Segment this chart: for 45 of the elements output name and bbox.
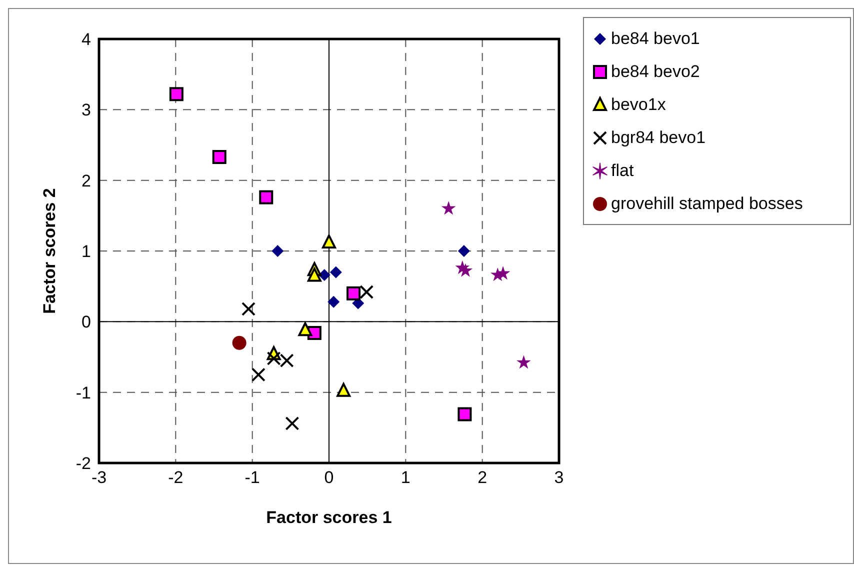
point (212, 150, 226, 164)
point (318, 269, 330, 282)
x-tick-label: -2 (168, 468, 184, 488)
point (322, 234, 336, 249)
point (458, 245, 470, 257)
x-axis-title: Factor scores 1 (266, 508, 392, 527)
y-tick-label: 4 (82, 30, 91, 50)
point (346, 286, 361, 300)
x-tick-label: 1 (400, 468, 410, 488)
y-tick-label: 2 (82, 171, 91, 190)
point (232, 336, 246, 350)
point (330, 266, 342, 278)
y-tick-label: 1 (82, 242, 91, 262)
point (516, 355, 531, 369)
point (307, 268, 322, 282)
point (251, 368, 266, 382)
point (458, 263, 473, 277)
y-axis-title: Factor scores 2 (40, 188, 60, 314)
y-tick-label: -2 (76, 454, 91, 474)
legend-label: bgr84 bevo1 (611, 128, 706, 148)
x-tick-label: 3 (554, 468, 564, 488)
legend-label: be84 bevo2 (611, 62, 700, 82)
y-tick-label: 0 (82, 312, 91, 332)
point (328, 296, 340, 308)
x-tick-label: -1 (244, 468, 260, 488)
point (336, 382, 351, 397)
point (242, 302, 256, 316)
point (285, 416, 300, 430)
y-tick-label: -1 (76, 383, 91, 402)
x-tick-label: 0 (324, 468, 334, 488)
point (298, 322, 312, 336)
legend-label: flat (611, 160, 634, 180)
legend-label: be84 bevo1 (611, 28, 700, 48)
point (272, 245, 284, 257)
point (441, 201, 456, 215)
point (169, 87, 184, 102)
point (259, 190, 274, 204)
point (458, 407, 472, 422)
x-tick-label: 2 (478, 468, 488, 488)
legend-label: grovehill stamped bosses (611, 194, 803, 214)
point (360, 284, 374, 299)
legend-label: bevo1x (611, 94, 666, 114)
point (496, 266, 510, 280)
x-tick-label: -3 (91, 468, 107, 488)
y-tick-label: 3 (82, 100, 91, 120)
